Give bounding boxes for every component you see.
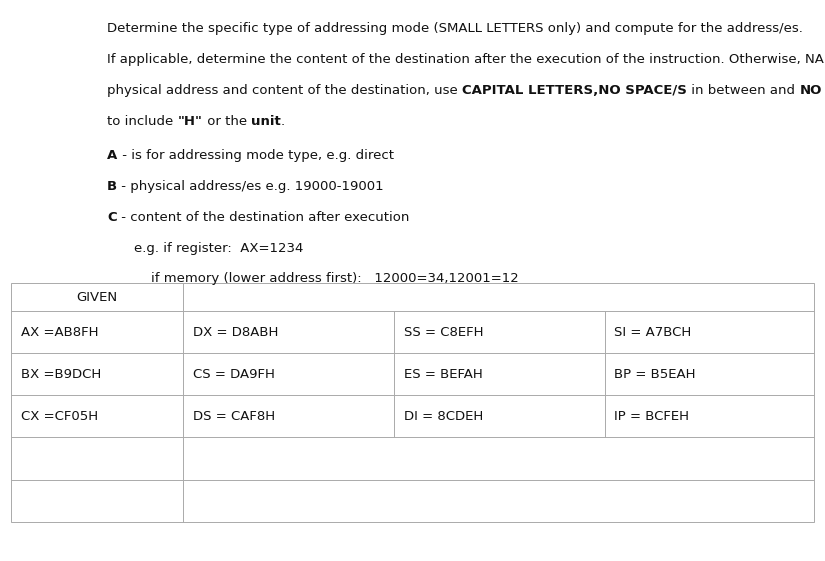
Text: If applicable, determine the content of the destination after the execution of t: If applicable, determine the content of …: [107, 53, 825, 66]
Text: e.g. if register:  AX=1234: e.g. if register: AX=1234: [134, 242, 304, 255]
Text: GIVEN: GIVEN: [77, 291, 118, 304]
Text: IP = BCFEH: IP = BCFEH: [615, 410, 690, 423]
Bar: [11, 283, 814, 522]
Text: DS = CAF8H: DS = CAF8H: [193, 410, 276, 423]
Text: CS = DA9FH: CS = DA9FH: [193, 368, 276, 381]
Text: A: A: [107, 149, 117, 162]
Text: - physical address/es e.g. 19000-19001: - physical address/es e.g. 19000-19001: [117, 180, 384, 193]
Text: C: C: [107, 211, 117, 224]
Text: physical address and content of the destination, use: physical address and content of the dest…: [107, 84, 462, 97]
Text: - is for addressing mode type, e.g. direct: - is for addressing mode type, e.g. dire…: [117, 149, 394, 162]
Text: NO: NO: [799, 84, 822, 97]
Text: or the: or the: [203, 115, 251, 128]
Text: if memory (lower address first):   12000=34,12001=12: if memory (lower address first): 12000=3…: [151, 273, 519, 286]
Text: AX =AB8FH: AX =AB8FH: [21, 326, 98, 339]
Text: CX =CF05H: CX =CF05H: [21, 410, 97, 423]
Text: in between and: in between and: [687, 84, 799, 97]
Text: .: .: [280, 115, 285, 128]
Text: ES = BEFAH: ES = BEFAH: [404, 368, 483, 381]
Text: B: B: [107, 180, 117, 193]
Text: to include: to include: [107, 115, 177, 128]
Text: unit: unit: [251, 115, 280, 128]
Text: BP = B5EAH: BP = B5EAH: [615, 368, 696, 381]
Text: - content of the destination after execution: - content of the destination after execu…: [117, 211, 409, 224]
Text: DX = D8ABH: DX = D8ABH: [193, 326, 279, 339]
Text: DI = 8CDEH: DI = 8CDEH: [404, 410, 483, 423]
Text: CAPITAL LETTERS,NO SPACE/S: CAPITAL LETTERS,NO SPACE/S: [462, 84, 687, 97]
Text: "H": "H": [177, 115, 203, 128]
Text: need: need: [822, 84, 825, 97]
Text: Determine the specific type of addressing mode (SMALL LETTERS only) and compute : Determine the specific type of addressin…: [107, 22, 803, 35]
Text: SI = A7BCH: SI = A7BCH: [615, 326, 691, 339]
Text: BX =B9DCH: BX =B9DCH: [21, 368, 101, 381]
Text: SS = C8EFH: SS = C8EFH: [404, 326, 483, 339]
